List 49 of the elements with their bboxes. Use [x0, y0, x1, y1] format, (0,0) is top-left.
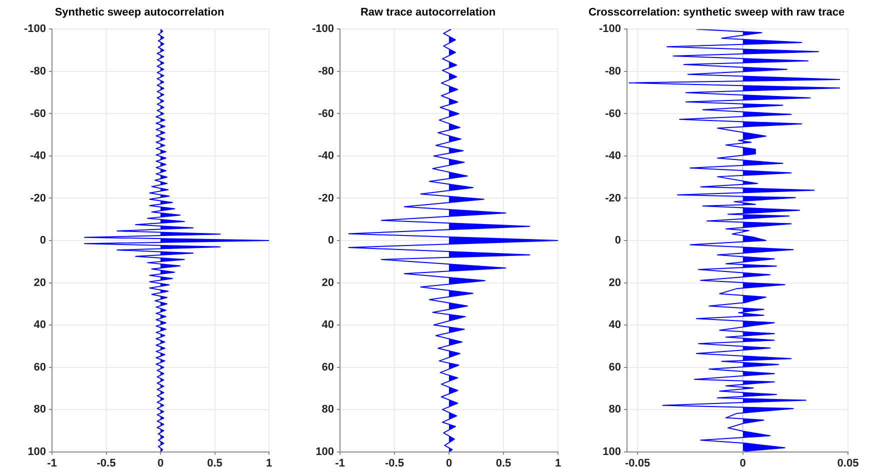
x-tick-label: 1 — [266, 457, 272, 470]
x-tick-label: -0.05 — [624, 457, 650, 470]
y-tick-label: -100 — [598, 23, 621, 36]
y-tick-label: 0 — [614, 234, 621, 247]
y-tick-label: -60 — [318, 108, 334, 120]
y-tick-label: 80 — [322, 404, 334, 416]
y-tick-label: -20 — [605, 192, 621, 204]
y-tick-label: -60 — [30, 108, 46, 120]
y-tick-label: -80 — [605, 65, 621, 78]
y-tick-label: -20 — [318, 192, 334, 204]
y-tick-label: -80 — [318, 65, 334, 78]
y-tick-label: 20 — [322, 276, 334, 289]
y-tick-label: 100 — [602, 446, 621, 458]
y-tick-label: -20 — [30, 192, 46, 204]
y-tick-label: 100 — [28, 446, 46, 458]
x-tick-label: 0.5 — [207, 457, 222, 470]
x-tick-label: -1 — [335, 457, 345, 470]
chart-title: Synthetic sweep autocorrelation — [54, 6, 224, 19]
x-tick-label: 0 — [446, 457, 452, 470]
y-tick-label: 40 — [322, 319, 334, 332]
y-tick-label: 20 — [34, 276, 46, 289]
y-tick-label: 0 — [328, 234, 334, 247]
y-tick-label: 100 — [316, 446, 334, 458]
y-tick-label: -60 — [605, 108, 621, 120]
y-tick-label: 60 — [34, 361, 46, 374]
x-tick-label: 0 — [157, 457, 164, 470]
y-tick-label: -80 — [30, 65, 46, 78]
y-tick-label: -40 — [30, 150, 46, 162]
y-tick-label: 60 — [322, 361, 334, 374]
y-tick-label: -100 — [24, 23, 46, 36]
y-tick-label: 0 — [40, 234, 46, 247]
x-tick-label: 0.5 — [496, 457, 512, 470]
x-tick-label: 0.05 — [837, 457, 859, 470]
y-tick-label: 80 — [34, 404, 46, 416]
y-tick-label: 20 — [608, 276, 621, 289]
x-tick-label: 1 — [554, 457, 562, 470]
y-tick-label: 60 — [608, 361, 621, 374]
y-tick-label: -100 — [312, 23, 334, 36]
x-tick-label: -1 — [47, 457, 57, 470]
y-tick-label: -40 — [318, 150, 334, 162]
y-tick-label: 40 — [608, 319, 621, 332]
y-tick-label: 40 — [34, 319, 46, 332]
chart-title: Crosscorrelation: synthetic sweep with raw trace — [588, 6, 845, 19]
y-tick-label: -40 — [605, 150, 621, 162]
chart-title: Raw trace autocorrelation — [360, 6, 496, 19]
x-tick-label: -0.5 — [96, 457, 116, 470]
y-tick-label: 80 — [608, 404, 621, 416]
x-tick-label: 0 — [740, 457, 746, 470]
x-tick-label: -0.5 — [385, 457, 404, 470]
